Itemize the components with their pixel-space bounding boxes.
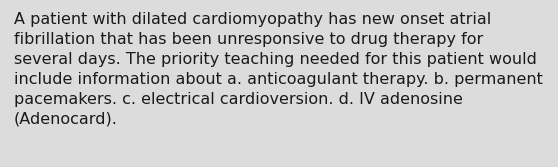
Text: A patient with dilated cardiomyopathy has new onset atrial
fibrillation that has: A patient with dilated cardiomyopathy ha… (14, 12, 543, 127)
